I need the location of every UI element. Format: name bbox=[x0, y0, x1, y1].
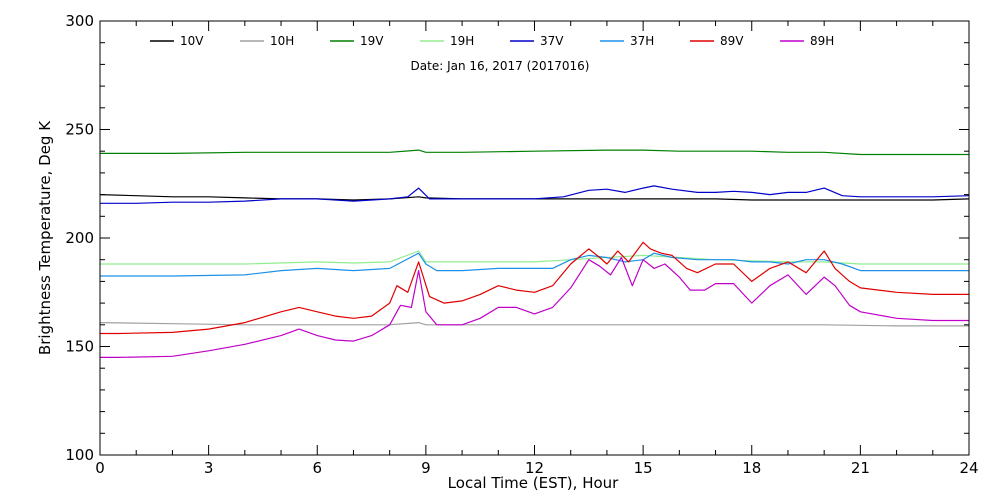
legend: 10V 10H 19V 19H 37V 37H 89V 89H bbox=[150, 34, 834, 48]
legend-label-19v: 19V bbox=[360, 34, 384, 48]
y-tick-label: 100 bbox=[65, 446, 94, 464]
x-tick-label: 9 bbox=[421, 459, 431, 477]
plot-frame bbox=[99, 20, 970, 456]
legend-label-89v: 89V bbox=[720, 34, 744, 48]
series-line-89v bbox=[100, 241, 969, 335]
series-layer bbox=[99, 149, 970, 358]
x-axis: 0 3 6 9 12 15 18 21 24 bbox=[95, 21, 979, 477]
date-annotation: Date: Jan 16, 2017 (2017016) bbox=[411, 59, 590, 73]
legend-label-89h: 89H bbox=[810, 34, 834, 48]
x-tick-label: 18 bbox=[742, 459, 761, 477]
y-tick-label: 300 bbox=[65, 12, 94, 30]
legend-label-37v: 37V bbox=[540, 34, 564, 48]
x-axis-label: Local Time (EST), Hour bbox=[448, 474, 619, 492]
x-tick-label: 6 bbox=[312, 459, 322, 477]
series-line-19v bbox=[100, 149, 969, 156]
x-tick-label: 24 bbox=[959, 459, 978, 477]
x-tick-label: 15 bbox=[634, 459, 653, 477]
x-tick-label: 3 bbox=[204, 459, 214, 477]
y-tick-label: 250 bbox=[65, 121, 94, 139]
series-line-37h bbox=[100, 252, 969, 277]
y-axis: 100 150 200 250 300 bbox=[65, 12, 969, 464]
series-line-19h bbox=[100, 250, 969, 265]
legend-label-10h: 10H bbox=[270, 34, 294, 48]
x-tick-label: 0 bbox=[95, 459, 105, 477]
x-tick-label: 21 bbox=[851, 459, 870, 477]
y-axis-label: Brightness Temperature, Deg K bbox=[36, 120, 54, 355]
legend-label-19h: 19H bbox=[450, 34, 474, 48]
legend-label-37h: 37H bbox=[630, 34, 654, 48]
y-tick-label: 200 bbox=[65, 229, 94, 247]
legend-label-10v: 10V bbox=[180, 34, 204, 48]
x-tick-label: 12 bbox=[525, 459, 544, 477]
series-line-37v bbox=[100, 185, 970, 204]
y-tick-label: 150 bbox=[65, 338, 94, 356]
series-line-89h bbox=[100, 256, 969, 358]
